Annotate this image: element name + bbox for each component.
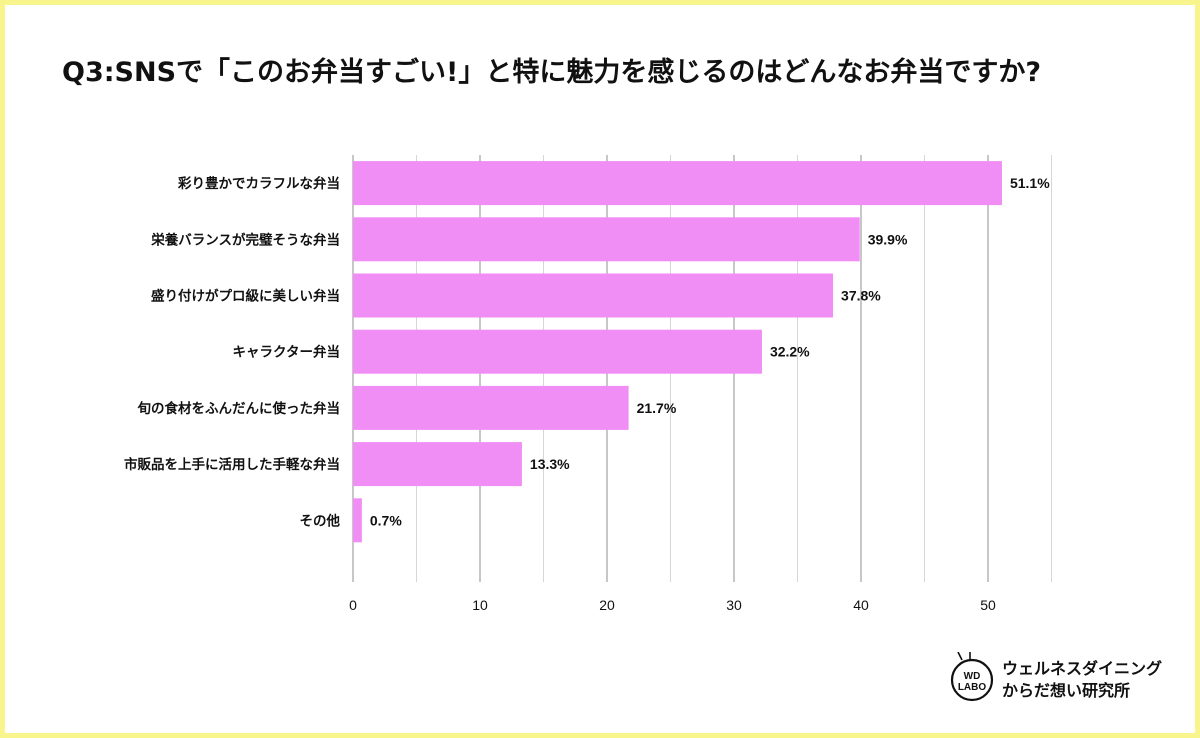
category-label: 盛り付けがプロ級に美しい弁当 [151, 288, 340, 305]
bar [353, 385, 629, 430]
x-tick-label: 30 [726, 597, 742, 613]
x-tick-label: 50 [980, 597, 996, 613]
x-tick-label: 20 [599, 597, 615, 613]
x-tick-label: 40 [853, 597, 869, 613]
x-tick-label: 0 [349, 597, 357, 613]
value-label: 21.7% [637, 400, 677, 416]
bar [353, 161, 1002, 206]
category-label: 彩り豊かでカラフルな弁当 [177, 175, 340, 192]
badge-line1: WD [964, 671, 981, 682]
category-label: 市販品を上手に活用した手軽な弁当 [124, 456, 340, 473]
chart-title: Q3:SNSで「このお弁当すごい!」と特に魅力を感じるのはどんなお弁当ですか? [62, 57, 1041, 88]
logo-line1: ウェルネスダイニング [1002, 659, 1163, 678]
bar [353, 498, 362, 543]
category-label: 栄養バランスが完璧そうな弁当 [150, 231, 340, 248]
logo-text: ウェルネスダイニング からだ想い研究所 [1002, 658, 1162, 702]
brand-logo: WD LABO ウェルネスダイニング からだ想い研究所 [948, 648, 1178, 708]
category-label: その他 [300, 512, 341, 529]
x-tick-label: 10 [472, 597, 488, 613]
bar [353, 329, 762, 374]
value-label: 32.2% [770, 344, 810, 360]
logo-line2: からだ想い研究所 [1002, 681, 1131, 700]
value-label: 13.3% [530, 456, 570, 472]
bar [353, 273, 834, 318]
category-label: 旬の食材をふんだんに使った弁当 [137, 400, 341, 417]
value-label: 39.9% [868, 231, 908, 247]
wd-labo-badge: WD LABO [950, 652, 994, 702]
badge-line2: LABO [958, 682, 987, 693]
value-label: 51.1% [1010, 175, 1050, 191]
bar [353, 442, 522, 487]
bar [353, 217, 860, 262]
category-label: キャラクター弁当 [233, 344, 340, 361]
value-label: 0.7% [370, 512, 402, 528]
value-label: 37.8% [841, 288, 881, 304]
